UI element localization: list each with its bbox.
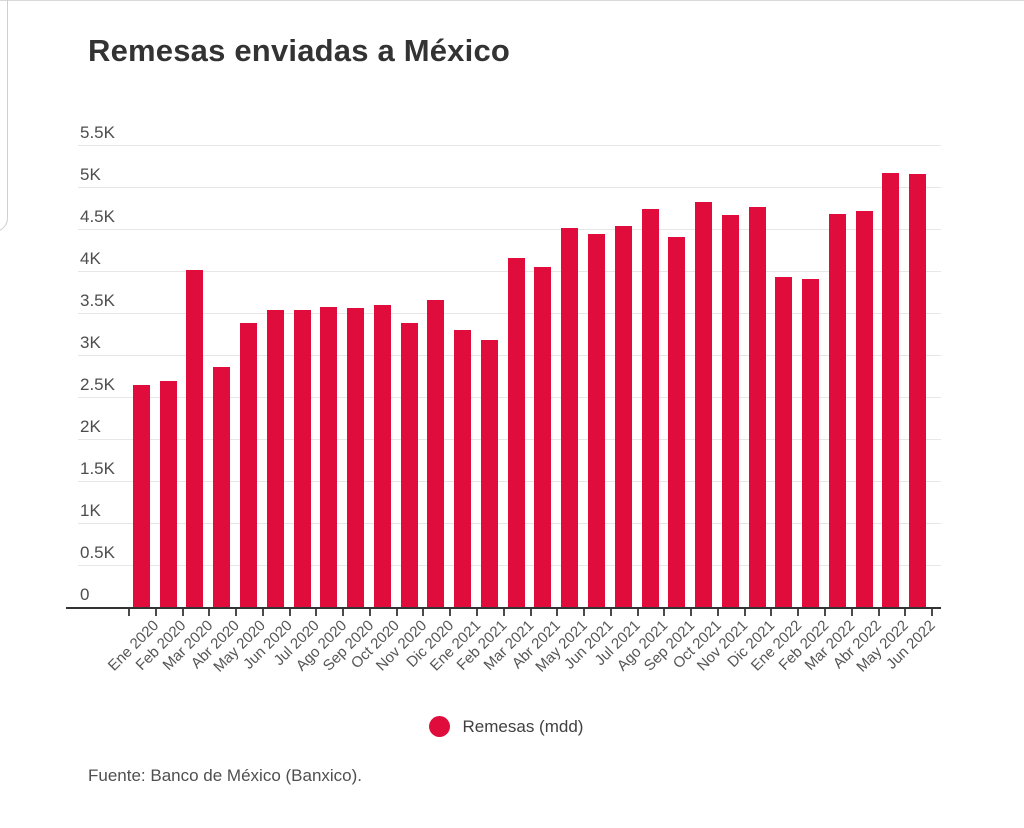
bar[interactable] bbox=[374, 305, 391, 607]
bar[interactable] bbox=[347, 308, 364, 607]
tick-mark bbox=[449, 609, 451, 616]
tick-mark bbox=[637, 609, 639, 616]
bar[interactable] bbox=[401, 323, 418, 607]
y-axis-label: 4K bbox=[80, 249, 101, 268]
bar[interactable] bbox=[133, 385, 150, 607]
page-title: Remesas enviadas a México bbox=[88, 33, 511, 68]
tick-mark bbox=[235, 609, 237, 616]
tick-mark bbox=[744, 609, 746, 616]
y-axis-label: 3.5K bbox=[80, 291, 115, 310]
tick-mark bbox=[503, 609, 505, 616]
bar[interactable] bbox=[588, 234, 605, 607]
tick-mark bbox=[690, 609, 692, 616]
bar[interactable] bbox=[829, 214, 846, 607]
tick-mark bbox=[315, 609, 317, 616]
tick-mark bbox=[208, 609, 210, 616]
bar[interactable] bbox=[481, 340, 498, 607]
tick-mark bbox=[663, 609, 665, 616]
bar[interactable] bbox=[642, 209, 659, 607]
y-axis-label: 0 bbox=[80, 585, 90, 604]
legend-dot-icon bbox=[428, 716, 450, 737]
bar[interactable] bbox=[909, 174, 926, 607]
tick-mark bbox=[797, 609, 799, 616]
tick-mark bbox=[128, 609, 130, 616]
bar[interactable] bbox=[749, 207, 766, 607]
gridline bbox=[78, 145, 941, 146]
y-axis-label: 3K bbox=[80, 333, 101, 352]
tick-mark bbox=[770, 609, 772, 616]
tick-mark bbox=[878, 609, 880, 616]
tick-mark bbox=[583, 609, 585, 616]
y-axis-label: 0.5K bbox=[80, 543, 115, 562]
tick-mark bbox=[931, 609, 933, 616]
tick-mark bbox=[556, 609, 558, 616]
gridline bbox=[78, 187, 941, 188]
bar[interactable] bbox=[320, 307, 337, 607]
bar[interactable] bbox=[186, 270, 203, 607]
tick-mark bbox=[610, 609, 612, 616]
source-note: Fuente: Banco de México (Banxico). bbox=[88, 766, 363, 785]
gridline bbox=[78, 229, 941, 230]
bar[interactable] bbox=[615, 226, 632, 607]
y-axis-label: 2.5K bbox=[80, 375, 115, 394]
tick-mark bbox=[851, 609, 853, 616]
card-top-border bbox=[0, 0, 1024, 1]
tick-mark bbox=[289, 609, 291, 616]
bar[interactable] bbox=[561, 228, 578, 607]
tick-mark bbox=[717, 609, 719, 616]
tick-mark bbox=[396, 609, 398, 616]
bar[interactable] bbox=[213, 367, 230, 607]
x-axis-line bbox=[66, 607, 941, 609]
tick-mark bbox=[904, 609, 906, 616]
tick-mark bbox=[155, 609, 157, 616]
tick-mark bbox=[824, 609, 826, 616]
legend-label: Remesas (mdd) bbox=[462, 716, 584, 736]
bar[interactable] bbox=[454, 330, 471, 607]
tick-mark bbox=[530, 609, 532, 616]
y-axis-label: 4.5K bbox=[80, 207, 115, 226]
bar[interactable] bbox=[160, 381, 177, 607]
tick-mark bbox=[342, 609, 344, 616]
bar[interactable] bbox=[534, 267, 551, 607]
bar[interactable] bbox=[722, 215, 739, 607]
bar[interactable] bbox=[775, 277, 792, 607]
tick-mark bbox=[422, 609, 424, 616]
y-axis-label: 5.5K bbox=[80, 123, 115, 142]
bar[interactable] bbox=[882, 173, 899, 607]
bar[interactable] bbox=[856, 211, 873, 607]
y-axis-label: 1K bbox=[80, 501, 101, 520]
tick-mark bbox=[182, 609, 184, 616]
tick-mark bbox=[369, 609, 371, 616]
y-axis-label: 1.5K bbox=[80, 459, 115, 478]
legend: Remesas (mdd) bbox=[0, 716, 1018, 737]
bar[interactable] bbox=[695, 202, 712, 607]
bar[interactable] bbox=[508, 258, 525, 607]
bar[interactable] bbox=[267, 310, 284, 607]
bar[interactable] bbox=[802, 279, 819, 607]
tick-mark bbox=[262, 609, 264, 616]
bar[interactable] bbox=[427, 300, 444, 607]
bar[interactable] bbox=[294, 310, 311, 607]
bar[interactable] bbox=[668, 237, 685, 607]
tick-mark bbox=[476, 609, 478, 616]
bar[interactable] bbox=[240, 323, 257, 607]
y-axis-label: 5K bbox=[80, 165, 101, 184]
y-axis-label: 2K bbox=[80, 417, 101, 436]
